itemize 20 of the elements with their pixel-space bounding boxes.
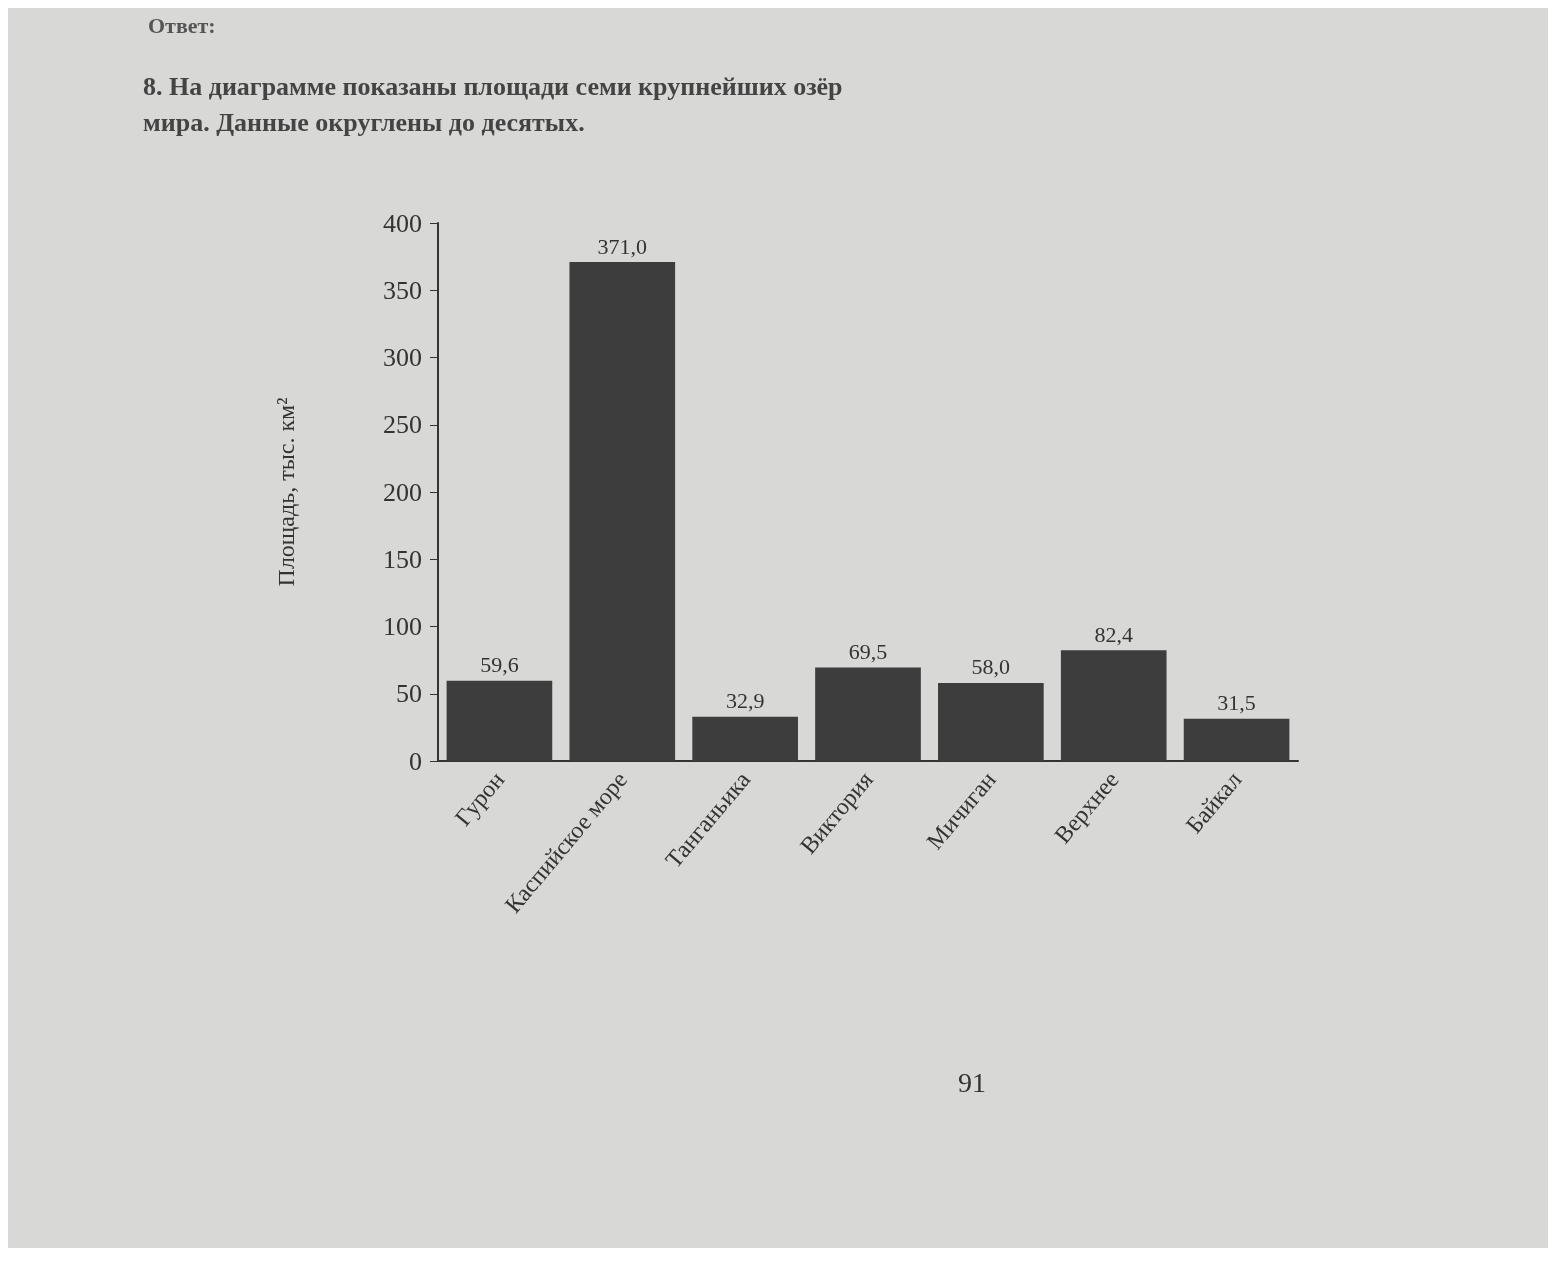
data-label: 69,5: [848, 639, 888, 665]
data-label: 32,9: [725, 688, 765, 714]
chart-title: 8. На диаграмме показаны площади семи крупнейших озёр мира. Данные округлены до десятых.: [143, 71, 850, 137]
y-tick-label: 250: [383, 410, 422, 440]
y-tick-label: 300: [383, 343, 422, 372]
y-axis-title: Площадь, тыс. км²: [273, 397, 299, 587]
y-tick-label: 0: [409, 746, 422, 776]
data-label: 82,4: [1094, 621, 1133, 647]
data-label: 59,6: [480, 652, 519, 678]
data-label: 31,5: [1217, 690, 1256, 716]
text: Ответ:: [148, 12, 216, 38]
data-label: 58,0: [971, 654, 1011, 680]
y-tick-label: 100: [383, 612, 422, 641]
y-tick-label: 150: [383, 544, 422, 574]
y-tick-label: 200: [383, 477, 422, 507]
data-label: 371,0: [597, 233, 648, 259]
text: 91: [958, 1066, 986, 1098]
y-tick-label: 400: [383, 208, 422, 238]
y-tick-label: 350: [383, 275, 422, 305]
y-tick-label: 50: [396, 679, 422, 709]
